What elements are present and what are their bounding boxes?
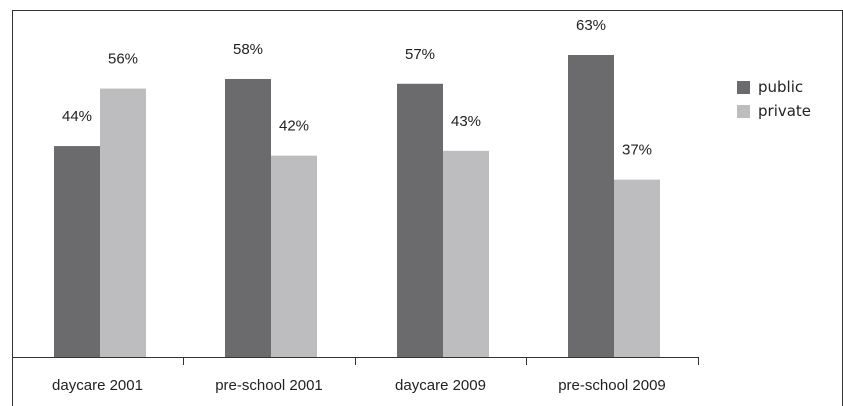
legend-swatch-public xyxy=(737,80,750,94)
legend-label-public: public xyxy=(758,78,804,96)
category-labels-group: daycare 2001 pre-school 2001 daycare 2009 p… xyxy=(52,377,666,394)
bar-private-2 xyxy=(271,155,317,357)
bar-public-1 xyxy=(54,146,100,357)
bar-public-3 xyxy=(397,83,443,357)
category-label-3: daycare 2009 xyxy=(395,377,486,394)
category-label-2: pre-school 2001 xyxy=(215,377,323,394)
value-label-private-2: 42% xyxy=(279,118,309,135)
value-label-public-3: 57% xyxy=(405,46,435,63)
bar-public-4 xyxy=(568,55,614,357)
bar-private-1 xyxy=(100,88,146,358)
value-label-public-4: 63% xyxy=(576,17,606,34)
value-label-private-1: 56% xyxy=(108,51,138,68)
legend-swatch-private xyxy=(737,104,750,118)
legend-item-private: private xyxy=(737,101,811,121)
value-label-private-4: 37% xyxy=(622,142,652,159)
value-labels-group: 44% 56% 58% 42% 57% 43% 63% 37% xyxy=(62,17,652,159)
value-label-public-2: 58% xyxy=(233,41,263,58)
bar-private-3 xyxy=(443,150,489,357)
legend: public private xyxy=(737,77,811,125)
x-axis xyxy=(12,357,699,365)
value-label-public-1: 44% xyxy=(62,108,92,125)
value-label-private-3: 43% xyxy=(451,113,481,130)
bar-public-2 xyxy=(225,78,271,357)
bar-private-4 xyxy=(614,179,660,357)
category-label-1: daycare 2001 xyxy=(52,377,143,394)
bars-group xyxy=(54,55,660,358)
category-label-4: pre-school 2009 xyxy=(558,377,666,394)
legend-item-public: public xyxy=(737,77,811,97)
legend-label-private: private xyxy=(758,102,812,120)
